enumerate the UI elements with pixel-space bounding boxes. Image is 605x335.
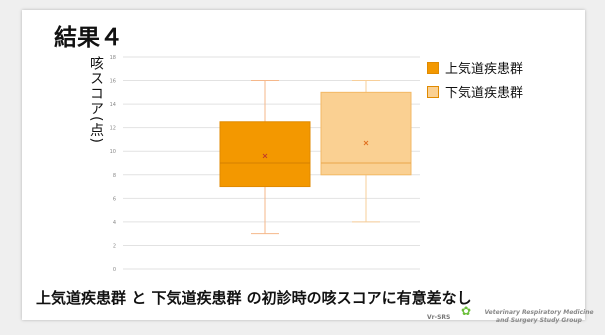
y-tick-label: 18 (110, 55, 116, 61)
slide-title: 結果４ (54, 25, 123, 51)
box-lower (320, 91, 412, 176)
y-tick-label: 14 (110, 102, 116, 108)
mean-marker (363, 140, 369, 146)
conclusion-text: 上気道疾患群 と 下気道疾患群 の初診時の咳スコアに有意差なし (36, 289, 472, 307)
footer-organization: Veterinary Respiratory Medicine and Surg… (484, 309, 594, 324)
y-tick-label: 16 (110, 79, 116, 85)
legend-label-upper: 上気道疾患群 (445, 62, 524, 77)
legend-item: 上気道疾患群 (427, 57, 523, 78)
footer-logo-text: Vr-SRS (427, 314, 451, 321)
y-tick-label: 10 (110, 149, 116, 155)
mean-marker (262, 153, 268, 159)
legend-label-lower: 下気道疾患群 (445, 86, 524, 101)
legend: 上気道疾患群 下気道疾患群 (427, 57, 523, 105)
box-upper (219, 121, 311, 188)
y-tick-label: 4 (113, 220, 116, 226)
legend-swatch-upper (427, 61, 439, 74)
y-tick-label: 2 (113, 243, 116, 249)
y-tick-label: 12 (110, 126, 116, 132)
y-tick-label: 6 (113, 196, 116, 202)
legend-item: 下気道疾患群 (427, 81, 523, 102)
legend-swatch-lower (427, 85, 439, 98)
y-axis-label: 咳スコア(点) (88, 56, 104, 144)
sprout-logo-icon: ✿ (461, 304, 472, 318)
y-tick-label: 8 (113, 173, 116, 179)
y-tick-label: 0 (113, 267, 116, 273)
